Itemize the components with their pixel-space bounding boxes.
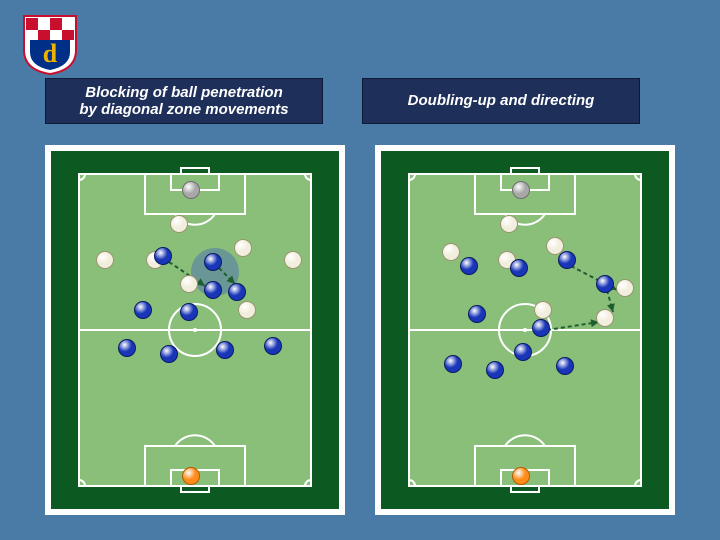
player-blue — [468, 305, 486, 323]
player-orange — [182, 467, 200, 485]
title-left-line2: by diagonal zone movements — [79, 101, 288, 118]
title-left: Blocking of ball penetration by diagonal… — [45, 78, 323, 124]
player-white — [284, 251, 302, 269]
player-blue — [228, 283, 246, 301]
player-blue — [264, 337, 282, 355]
player-blue — [558, 251, 576, 269]
player-blue — [460, 257, 478, 275]
field-right — [375, 145, 675, 515]
player-white — [180, 275, 198, 293]
player-white — [96, 251, 114, 269]
player-blue — [134, 301, 152, 319]
player-blue — [556, 357, 574, 375]
player-white — [534, 301, 552, 319]
player-white — [442, 243, 460, 261]
player-white — [170, 215, 188, 233]
player-blue — [510, 259, 528, 277]
player-blue — [216, 341, 234, 359]
player-blue — [444, 355, 462, 373]
title-right-line1: Doubling-up and directing — [408, 92, 595, 109]
player-blue — [118, 339, 136, 357]
player-white — [616, 279, 634, 297]
player-blue — [160, 345, 178, 363]
player-blue — [154, 247, 172, 265]
player-blue — [532, 319, 550, 337]
player-gray — [182, 181, 200, 199]
logo-letter: d — [43, 39, 58, 68]
player-blue — [204, 253, 222, 271]
player-white — [596, 309, 614, 327]
player-blue — [180, 303, 198, 321]
player-gray — [512, 181, 530, 199]
player-blue — [486, 361, 504, 379]
player-white — [234, 239, 252, 257]
player-blue — [596, 275, 614, 293]
player-white — [500, 215, 518, 233]
field-left — [45, 145, 345, 515]
player-orange — [512, 467, 530, 485]
player-white — [238, 301, 256, 319]
player-blue — [204, 281, 222, 299]
title-right: Doubling-up and directing — [362, 78, 640, 124]
title-left-line1: Blocking of ball penetration — [79, 84, 288, 101]
club-logo: d — [18, 12, 82, 76]
player-blue — [514, 343, 532, 361]
